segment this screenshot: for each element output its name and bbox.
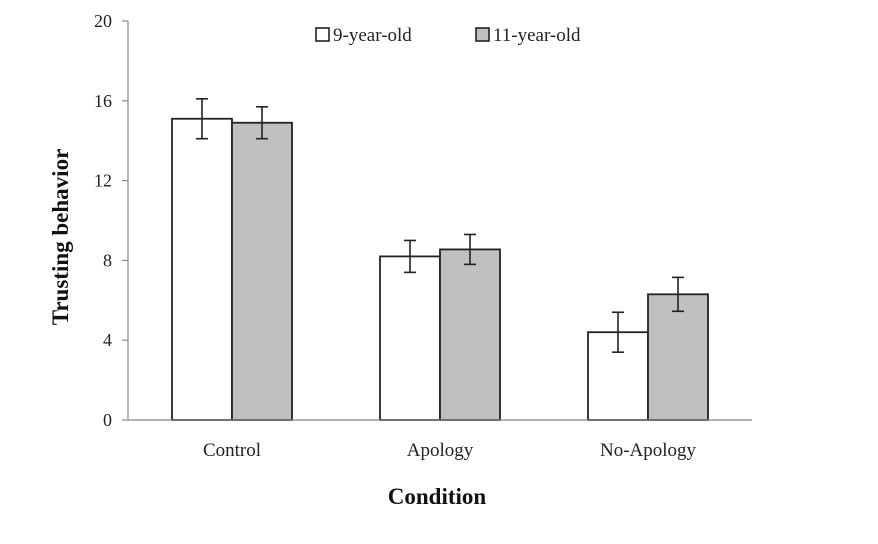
bar-11-year-old-no-apology (647, 293, 709, 421)
y-tick-label: 20 (94, 11, 112, 31)
x-tick-label: No-Apology (600, 440, 697, 461)
y-tick-label: 12 (94, 171, 112, 191)
bar-11-year-old-apology (439, 248, 501, 421)
x-axis: Control Apology No-Apology (128, 419, 752, 461)
legend-label: 11-year-old (493, 25, 581, 46)
legend-swatch (315, 27, 330, 42)
bar-11-year-old-control (231, 121, 293, 421)
y-axis-title: Trusting behavior (48, 149, 73, 326)
x-tick-label: Control (203, 440, 261, 461)
y-tick-label: 16 (94, 91, 112, 111)
y-tick-label: 4 (103, 330, 112, 350)
y-tick-label: 8 (103, 250, 112, 270)
x-axis-title: Condition (388, 484, 487, 509)
plot-area (171, 98, 709, 421)
legend-swatch (475, 27, 490, 42)
bar-9-year-old-apology (379, 255, 441, 421)
bar-9-year-old-control (171, 117, 233, 421)
x-tick-label: Apology (407, 440, 474, 461)
y-axis: 0 4 8 12 16 20 (94, 11, 129, 430)
legend-label: 9-year-old (333, 25, 412, 46)
legend: 9-year-old 11-year-old (315, 25, 581, 46)
y-tick-label: 0 (103, 410, 112, 430)
